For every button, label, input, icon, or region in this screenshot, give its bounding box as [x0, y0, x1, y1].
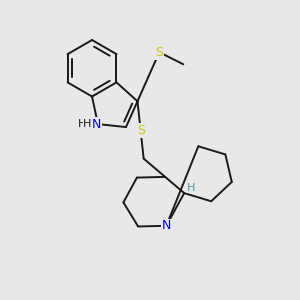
Text: H: H	[187, 183, 195, 193]
Text: N: N	[92, 118, 101, 130]
Text: S: S	[136, 124, 145, 137]
Text: H: H	[188, 182, 196, 192]
Text: H: H	[83, 119, 92, 129]
Text: N: N	[87, 118, 97, 130]
Text: N: N	[162, 219, 171, 232]
Text: H: H	[78, 119, 86, 129]
Text: S: S	[155, 46, 163, 59]
